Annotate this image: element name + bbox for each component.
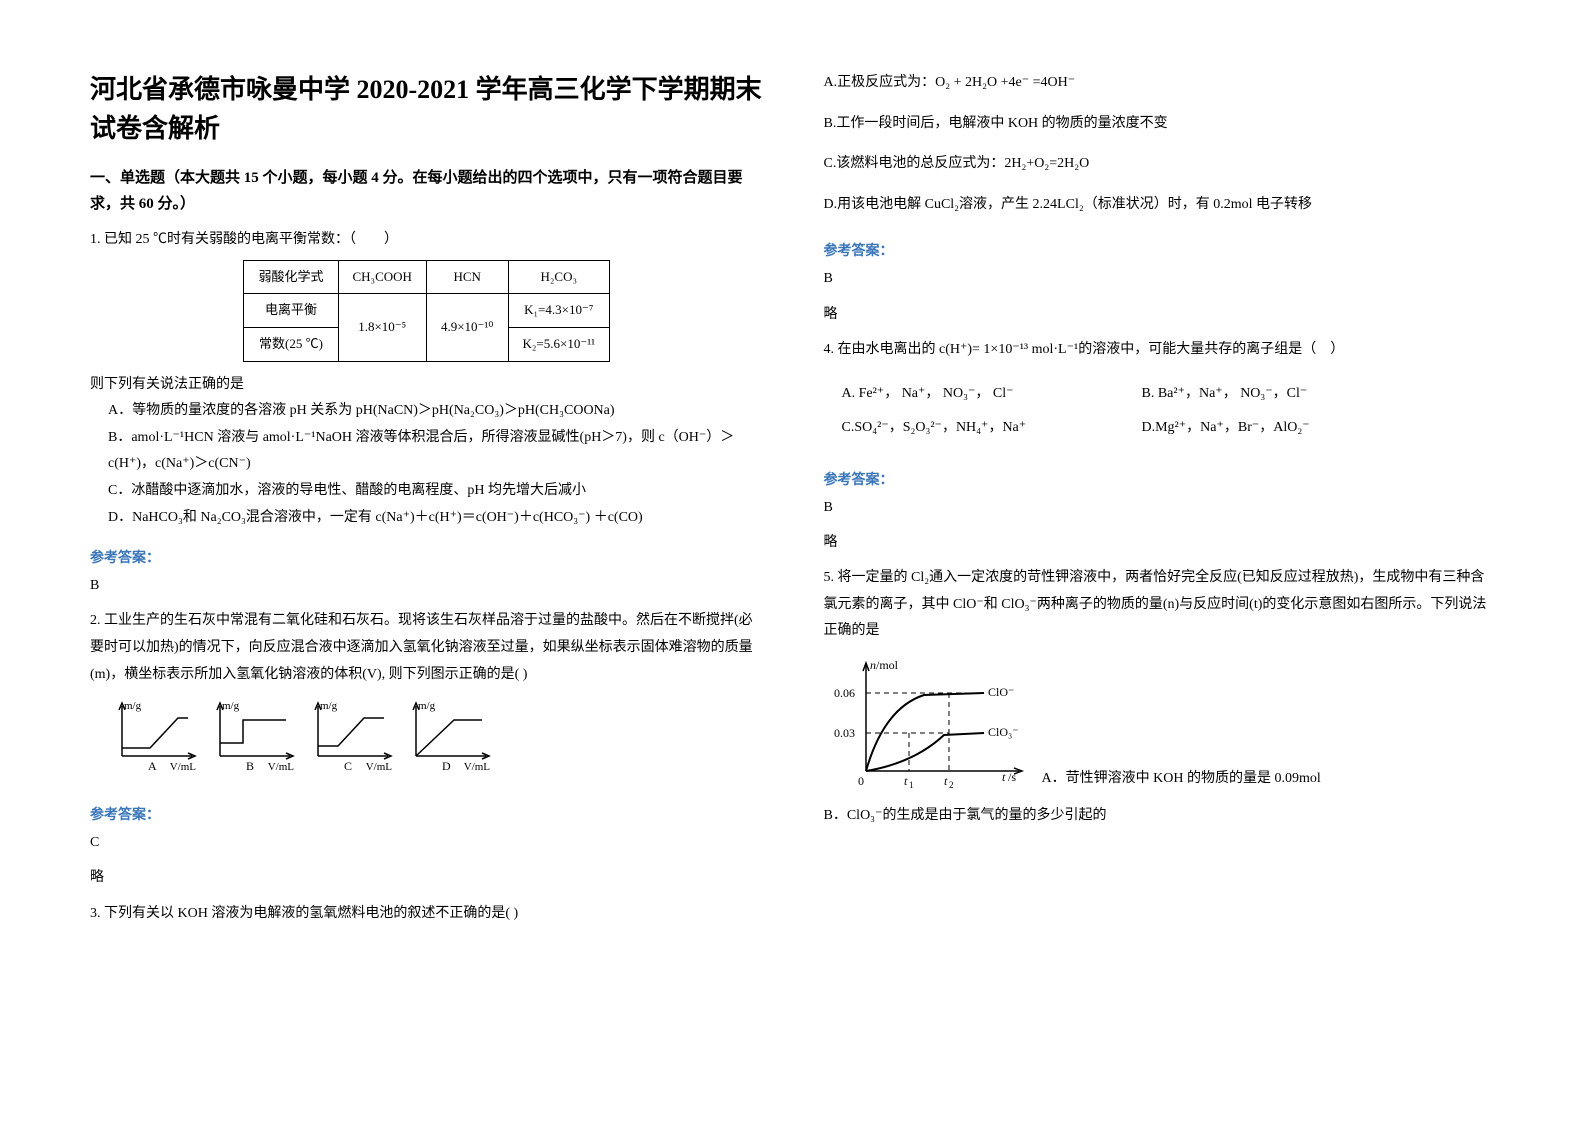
q5-graph-row: n /mol 0.06 0.03 0 t1 t2 t/s ClO⁻ ClO₃⁻ … (824, 653, 1498, 793)
answer-label: 参考答案： (824, 469, 1498, 489)
q5-option-b: B．ClO₃⁻的生成是由于氯气的量的多少引起的 (824, 803, 1498, 830)
table-cell: 常数(25 ℃) (244, 327, 338, 361)
question-4: 4. 在由水电离出的 c(H⁺)= 1×10⁻¹³ mol·L⁻¹的溶液中，可能… (824, 337, 1498, 453)
answer-label: 参考答案： (824, 240, 1498, 260)
table-cell: HCN (426, 260, 508, 294)
q2-graph-b: m/g V/mL B (208, 698, 298, 778)
q4-option-a: A. Fe²⁺， Na⁺， NO₃⁻， Cl⁻ (842, 377, 1142, 411)
q4-answer: B (824, 495, 1498, 520)
question-1: 1. 已知 25 ℃时有关弱酸的电离平衡常数：（ ） 弱酸化学式 CH₃COOH… (90, 227, 764, 531)
left-column: 河北省承德市咏曼中学 2020-2021 学年高三化学下学期期末试卷含解析 一、… (90, 70, 764, 1052)
table-cell: K₂=5.6×10⁻¹¹ (508, 327, 610, 361)
q4-option-c: C.SO₄²⁻，S₂O₃²⁻，NH₄⁺，Na⁺ (842, 411, 1142, 445)
q4-options: A. Fe²⁺， Na⁺， NO₃⁻， Cl⁻ B. Ba²⁺，Na⁺， NO₃… (842, 377, 1498, 444)
q4-option-b: B. Ba²⁺，Na⁺， NO₃⁻，Cl⁻ (1142, 377, 1442, 411)
x-axis-label: V/mL (464, 757, 490, 778)
x-axis-label: V/mL (268, 757, 294, 778)
q3-option-a: A.正极反应式为：O₂ + 2H₂O +4e⁻ =4OH⁻ (824, 70, 1498, 97)
q1-table: 弱酸化学式 CH₃COOH HCN H₂CO₃ 电离平衡 1.8×10⁻⁵ 4.… (243, 260, 610, 362)
right-column: A.正极反应式为：O₂ + 2H₂O +4e⁻ =4OH⁻ B.工作一段时间后，… (824, 70, 1498, 1052)
y-axis-label: m/g (124, 696, 141, 717)
y-axis-label: m/g (222, 696, 239, 717)
y-axis-label: m/g (320, 696, 337, 717)
x-axis-label: V/mL (366, 757, 392, 778)
q1-answer: B (90, 573, 764, 598)
q4-option-d: D.Mg²⁺，Na⁺，Br⁻，AlO₂⁻ (1142, 411, 1442, 445)
q1-option-d: D．NaHCO₃和 Na₂CO₃混合溶液中，一定有 c(Na⁺)＋c(H⁺)＝c… (90, 505, 764, 532)
svg-text:0.06: 0.06 (834, 686, 855, 700)
svg-text:t: t (904, 774, 908, 788)
table-cell: 1.8×10⁻⁵ (338, 294, 426, 361)
graph-label: B (246, 755, 254, 778)
table-cell: 电离平衡 (244, 294, 338, 328)
svg-text:0.03: 0.03 (834, 726, 855, 740)
question-5: 5. 将一定量的 Cl₂通入一定浓度的苛性钾溶液中，两者恰好完全反应(已知反应过… (824, 565, 1498, 835)
svg-text:t: t (1002, 770, 1006, 784)
svg-text:2: 2 (949, 780, 954, 790)
graph-label: A (148, 755, 157, 778)
q3-stem: 3. 下列有关以 KOH 溶液为电解液的氢氧燃料电池的叙述不正确的是( ) (90, 901, 764, 928)
q4-note: 略 (824, 530, 1498, 555)
q3-option-d: D.用该电池电解 CuCl₂溶液，产生 2.24LCl₂（标准状况）时，有 0.… (824, 192, 1498, 219)
q2-graph-row: m/g V/mL A m/g (110, 698, 764, 778)
table-cell: H₂CO₃ (508, 260, 610, 294)
q2-graph-d: m/g V/mL D (404, 698, 494, 778)
q1-option-b: B．amol·L⁻¹HCN 溶液与 amol·L⁻¹NaOH 溶液等体积混合后，… (90, 425, 764, 478)
svg-text:ClO₃⁻: ClO₃⁻ (988, 725, 1019, 739)
q4-stem: 4. 在由水电离出的 c(H⁺)= 1×10⁻¹³ mol·L⁻¹的溶液中，可能… (824, 337, 1498, 364)
q1-stem: 1. 已知 25 ℃时有关弱酸的电离平衡常数：（ ） (90, 227, 764, 254)
q2-answer: C (90, 830, 764, 855)
question-3-options: A.正极反应式为：O₂ + 2H₂O +4e⁻ =4OH⁻ B.工作一段时间后，… (824, 70, 1498, 224)
q1-option-c: C．冰醋酸中逐滴加水，溶液的导电性、醋酸的电离程度、pH 均先增大后减小 (90, 478, 764, 505)
question-3: 3. 下列有关以 KOH 溶液为电解液的氢氧燃料电池的叙述不正确的是( ) (90, 901, 764, 934)
q2-graph-a: m/g V/mL A (110, 698, 200, 778)
q5-option-a: A．苛性钾溶液中 KOH 的物质的量是 0.09mol (1042, 766, 1321, 793)
q2-stem: 2. 工业生产的生石灰中常混有二氧化硅和石灰石。现将该生石灰样品溶于过量的盐酸中… (90, 608, 764, 688)
page-title: 河北省承德市咏曼中学 2020-2021 学年高三化学下学期期末试卷含解析 (90, 70, 764, 148)
svg-text:0: 0 (858, 774, 864, 788)
answer-label: 参考答案： (90, 547, 764, 567)
question-2: 2. 工业生产的生石灰中常混有二氧化硅和石灰石。现将该生石灰样品溶于过量的盐酸中… (90, 608, 764, 788)
q3-option-b: B.工作一段时间后，电解液中 KOH 的物质的量浓度不变 (824, 111, 1498, 138)
q1-sub: 则下列有关说法正确的是 (90, 372, 764, 399)
table-cell: 弱酸化学式 (244, 260, 338, 294)
svg-text:ClO⁻: ClO⁻ (988, 685, 1014, 699)
svg-text:1: 1 (909, 780, 914, 790)
table-cell: K₁=4.3×10⁻⁷ (508, 294, 610, 328)
graph-label: D (442, 755, 451, 778)
q5-stem: 5. 将一定量的 Cl₂通入一定浓度的苛性钾溶液中，两者恰好完全反应(已知反应过… (824, 565, 1498, 645)
x-axis-label: V/mL (170, 757, 196, 778)
answer-label: 参考答案： (90, 804, 764, 824)
y-axis-label: m/g (418, 696, 435, 717)
q3-note: 略 (824, 302, 1498, 327)
section-heading: 一、单选题（本大题共 15 个小题，每小题 4 分。在每小题给出的四个选项中，只… (90, 166, 764, 217)
q2-graph-c: m/g V/mL C (306, 698, 396, 778)
svg-text:t: t (944, 774, 948, 788)
table-cell: CH₃COOH (338, 260, 426, 294)
graph-label: C (344, 755, 352, 778)
table-cell: 4.9×10⁻¹⁰ (426, 294, 508, 361)
q1-option-a: A．等物质的量浓度的各溶液 pH 关系为 pH(NaCN)＞pH(Na₂CO₃)… (90, 398, 764, 425)
svg-text:/s: /s (1008, 770, 1016, 784)
q3-answer: B (824, 266, 1498, 291)
q2-note: 略 (90, 865, 764, 890)
svg-text:/mol: /mol (876, 658, 899, 672)
q3-option-c: C.该燃料电池的总反应式为：2H₂+O₂=2H₂O (824, 151, 1498, 178)
q5-chart-icon: n /mol 0.06 0.03 0 t1 t2 t/s ClO⁻ ClO₃⁻ (824, 653, 1034, 793)
